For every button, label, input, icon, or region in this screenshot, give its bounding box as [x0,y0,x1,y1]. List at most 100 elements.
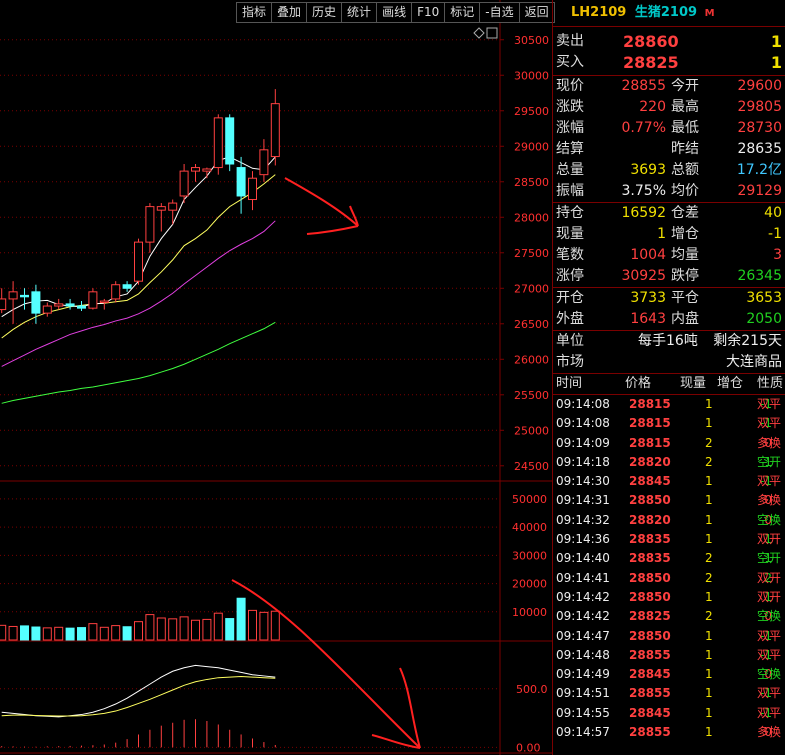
trade-nature: 双平 [757,686,782,701]
position-label2: 增仓 [671,226,699,242]
price-tick-label: 30500 [514,34,549,47]
toolbar-button-5[interactable]: F10 [412,3,446,22]
annotation-arrows [231,177,421,749]
volume-bar [31,626,41,641]
candle-body [168,202,178,211]
trade-volume: 1 [705,647,713,662]
col-price: 价格 [625,376,652,391]
candle-body [8,291,18,300]
openclose-value2: 3653 [746,290,782,306]
trade-nature: 多换 [757,725,782,740]
ma20-line [1,220,276,367]
trade-price: 28815 [629,416,671,431]
ask-price: 28860 [623,32,679,51]
trade-price: 28835 [629,551,671,566]
volume-bar [145,614,155,641]
trade-volume: 1 [705,397,713,411]
toolbar-button-2[interactable]: 历史 [307,3,343,22]
unit-label: 单位 [556,333,584,349]
volume-bar [259,611,269,641]
price-tick-label: 27000 [514,282,549,295]
trade-time: 09:14:08 [556,416,610,431]
quote-value2: 28730 [737,120,782,136]
trade-volume: 2 [705,609,713,624]
quote-value: 3693 [630,162,666,178]
toolbar-button-7[interactable]: -自选 [480,3,520,22]
position-value2: 3 [773,247,782,263]
trade-time: 09:14:55 [556,705,610,720]
toolbar-button-1[interactable]: 叠加 [272,3,308,22]
trades-list[interactable]: 09:14:08 28815 1 -1 双平 09:14:08 28815 1 -1 双平 09:1… [553,395,785,742]
trade-volume: 1 [705,532,713,547]
trade-nature: 双平 [757,474,782,489]
quote-label2: 均价 [671,183,699,199]
position-label: 涨停 [556,268,584,284]
quote-value2: 29129 [737,183,782,199]
remaining-days: 剩余215天 [713,333,782,349]
toolbar-button-0[interactable]: 指标 [237,3,273,22]
position-label: 现量 [556,226,584,242]
candle-body [225,117,235,165]
trade-oi-change: 0 [764,512,772,527]
trade-nature: 双平 [757,705,782,720]
position-value2: 40 [764,205,782,221]
trade-oi-change: 1 [764,589,772,604]
openclose-row: 开仓 3733 平仓 3653 [553,288,785,309]
volume-bar [202,618,212,641]
volume-bar [99,626,109,641]
trade-oi-change: 0 [764,435,772,450]
trade-volume: 1 [705,705,713,720]
kline-chart[interactable]: 30500 30000 29500 29000 28500 28000 27500 27000… [0,0,552,755]
bid-label: 买入 [556,54,584,70]
trade-time: 09:14:32 [556,512,610,527]
orderbook: 卖出 28860 1 买入 28825 1 [553,27,785,76]
trade-volume: 2 [705,435,713,450]
trade-price: 28820 [629,454,671,469]
trade-nature: 多换 [757,493,782,508]
toolbar-button-3[interactable]: 统计 [342,3,378,22]
candle-body [145,206,155,243]
position-label2: 仓差 [671,205,699,221]
candle-body [31,291,41,314]
toolbar-button-6[interactable]: 标记 [445,3,481,22]
ask-label: 卖出 [556,33,584,49]
trade-oi-change: 0 [764,667,772,682]
ask-volume: 1 [770,32,782,51]
volume-bar [8,625,18,641]
volume-bar [236,597,246,641]
volume-bar [134,621,143,641]
trade-row: 09:14:55 28845 1 -1 双平 [553,704,785,723]
price-tick-label: 25000 [514,424,549,437]
quote-value2: 28635 [737,141,782,157]
volume-bar [0,624,7,641]
trade-oi-change: -1 [760,474,772,489]
market-label: 市场 [556,354,584,370]
volume-bar [168,618,178,641]
trade-nature: 空换 [757,609,782,624]
candle-body [122,284,132,289]
trade-row: 09:14:42 28825 2 0 空换 [553,607,785,626]
candle-body [156,206,166,211]
candle-body [134,241,143,282]
toolbar-button-8[interactable]: 返回 [524,5,549,19]
volume-tick-label: 50000 [512,493,547,506]
trade-nature: 双开 [757,589,782,604]
volume-bar [20,625,29,641]
toolbar-button-4[interactable]: 画线 [377,3,413,22]
diamond-icon [473,27,485,39]
quote-value: 28855 [621,78,666,94]
position-label: 笔数 [556,247,584,263]
main-price-pane [0,89,280,404]
volume-tick-label: 10000 [512,606,547,619]
quote-row: 振幅 3.75% 均价 29129 [553,181,785,202]
ma60-line [1,321,276,404]
openclose-value: 1643 [630,311,666,327]
quote-panel: LH2109 生猪2109 M 卖出 28860 1 买入 28825 1 现价… [552,0,785,755]
trade-price: 28820 [629,512,671,527]
trade-row: 09:14:30 28845 1 -1 双平 [553,472,785,491]
trade-oi-change: 1 [764,454,772,469]
volume-tick-label: 40000 [512,521,547,534]
openclose-value2: 2050 [746,311,782,327]
trade-volume: 1 [705,628,713,643]
macd-tick-label: 500.0 [516,683,548,696]
